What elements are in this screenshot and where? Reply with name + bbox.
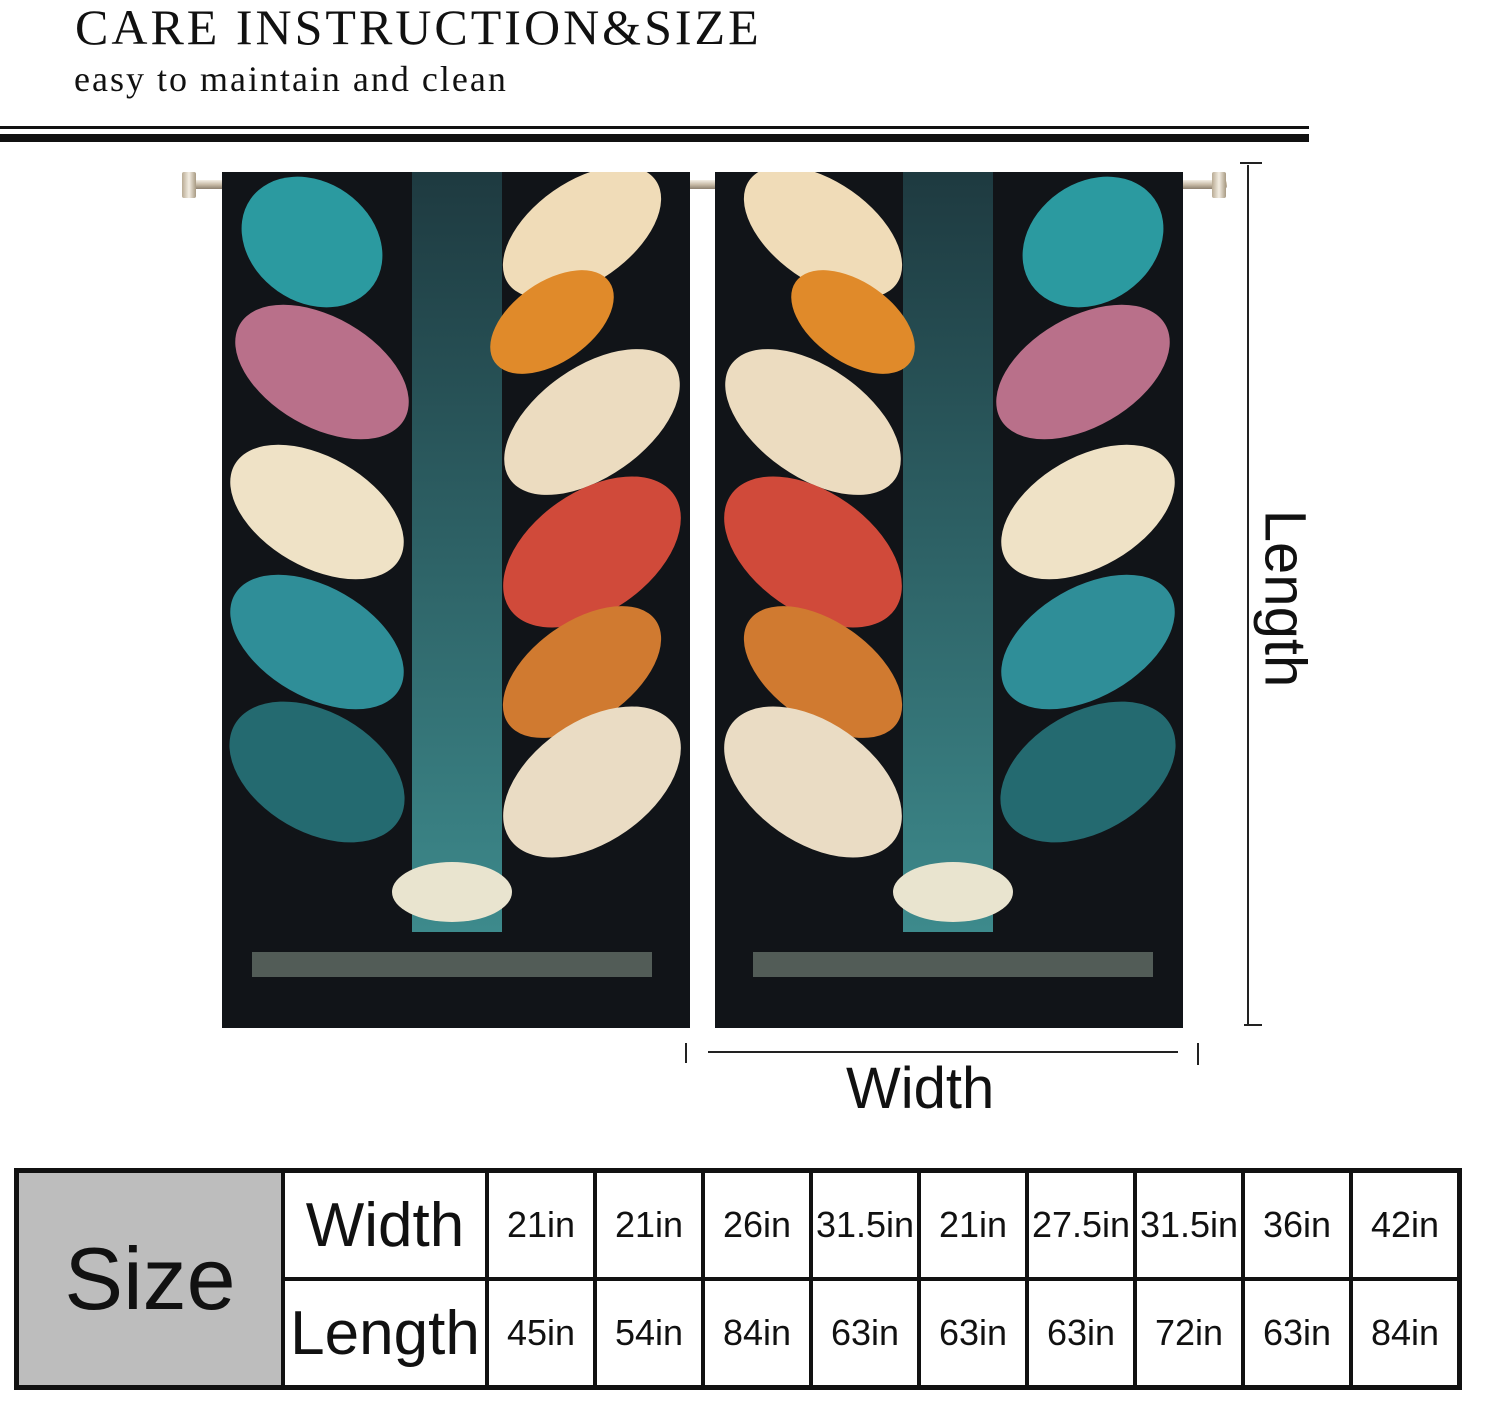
width-cell: 31.5in <box>809 1168 921 1281</box>
length-cell: 63in <box>809 1277 921 1390</box>
page-title: CARE INSTRUCTION&SIZE <box>75 0 762 55</box>
length-cell: 72in <box>1133 1277 1245 1390</box>
rod-finial-left <box>182 172 196 198</box>
length-tick-bottom <box>1244 1024 1262 1026</box>
row-label-length: Length <box>281 1277 489 1390</box>
size-table: Size Width 21in 21in 26in 31.5in 21in 27… <box>14 1168 1462 1390</box>
length-cell: 63in <box>1241 1277 1353 1390</box>
table-row-width: Size Width 21in 21in 26in 31.5in 21in 27… <box>14 1168 1462 1390</box>
width-cell: 26in <box>701 1168 813 1281</box>
length-arrow <box>1247 165 1249 1025</box>
stained-glass-leaves <box>229 172 681 977</box>
width-tick-right <box>1197 1043 1199 1065</box>
page-subtitle: easy to maintain and clean <box>74 59 508 99</box>
width-cell: 31.5in <box>1133 1168 1245 1281</box>
length-cell: 63in <box>1025 1277 1137 1390</box>
width-cell: 36in <box>1241 1168 1353 1281</box>
width-cell: 21in <box>593 1168 705 1281</box>
width-label: Width <box>846 1056 995 1121</box>
width-tick-left <box>685 1043 687 1063</box>
length-cell: 63in <box>917 1277 1029 1390</box>
length-cell: 84in <box>1349 1277 1462 1390</box>
divider <box>0 126 1309 129</box>
length-cell: 45in <box>485 1277 597 1390</box>
divider <box>0 134 1309 142</box>
width-cell: 21in <box>917 1168 1029 1281</box>
size-header: Size <box>14 1168 285 1390</box>
row-label-width: Width <box>281 1168 489 1281</box>
curtain-rod <box>182 180 1227 189</box>
length-cell: 84in <box>701 1277 813 1390</box>
width-cell: 27.5in <box>1025 1168 1137 1281</box>
rod-finial-right <box>1212 172 1226 198</box>
width-cell: 21in <box>485 1168 597 1281</box>
curtain-panel-left <box>222 172 690 1028</box>
length-tick-top <box>1240 162 1262 164</box>
table-row-length: Length 45in 54in 84in 63in 63in 63in 72i… <box>17 1277 1462 1390</box>
curtain-panel-right <box>715 172 1183 1028</box>
length-label: Length <box>1252 509 1318 688</box>
width-cell: 42in <box>1349 1168 1462 1281</box>
length-cell: 54in <box>593 1277 705 1390</box>
width-arrow <box>708 1051 1178 1053</box>
